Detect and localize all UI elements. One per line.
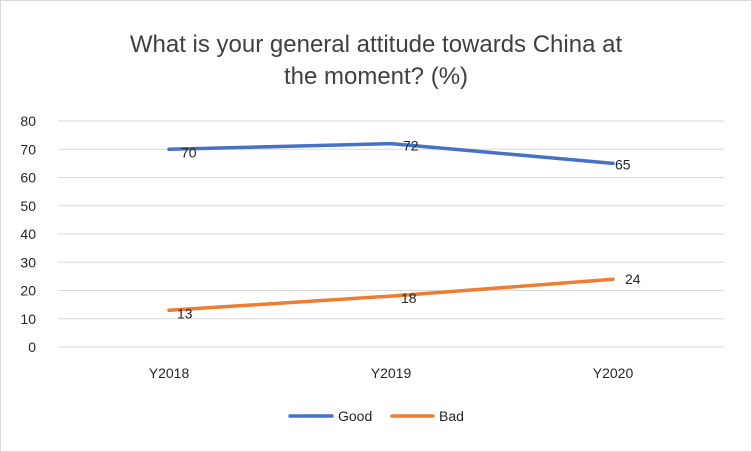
data-point-bad-1: [389, 294, 393, 298]
x-tick-label-Y2020: Y2020: [593, 365, 634, 381]
y-axis-ticks: 0 10 20 30 40 50 60 70 80: [20, 113, 36, 355]
data-label-bad-2: 24: [625, 271, 641, 287]
chart-title-line-1: What is your general attitude towards Ch…: [130, 31, 623, 58]
y-tick-label-80: 80: [20, 113, 36, 129]
data-label-good-0: 70: [181, 144, 197, 160]
data-point-bad-2: [611, 277, 615, 281]
data-point-good-1: [389, 142, 393, 146]
x-axis-ticks: Y2018 Y2019 Y2020: [149, 365, 634, 381]
legend-label-bad: Bad: [439, 408, 464, 424]
data-label-bad-1: 18: [401, 290, 417, 306]
legend-label-good: Good: [338, 408, 372, 424]
data-label-good-1: 72: [403, 138, 419, 154]
y-tick-label-20: 20: [20, 283, 36, 299]
y-tick-label-0: 0: [28, 339, 36, 355]
y-tick-label-30: 30: [20, 254, 36, 270]
y-tick-label-70: 70: [20, 141, 36, 157]
legend: Good Bad: [288, 408, 464, 424]
series-line-good: [167, 141, 615, 166]
y-tick-label-60: 60: [20, 170, 36, 186]
data-point-good-0: [167, 147, 171, 151]
chart-title-line-2: the moment? (%): [284, 63, 468, 90]
data-point-good-2: [611, 161, 615, 165]
y-tick-label-40: 40: [20, 226, 36, 242]
data-label-bad-0: 13: [177, 305, 193, 321]
series-lines: [167, 141, 615, 313]
y-tick-label-10: 10: [20, 311, 36, 327]
x-tick-label-Y2018: Y2018: [149, 365, 190, 381]
x-tick-label-Y2019: Y2019: [371, 365, 412, 381]
chart-title: What is your general attitude towards Ch…: [130, 31, 623, 90]
data-labels: 70 72 65 13 18 24: [177, 138, 641, 322]
data-label-good-2: 65: [615, 156, 631, 172]
gridlines: [58, 120, 724, 348]
y-tick-label-50: 50: [20, 198, 36, 214]
data-point-bad-0: [167, 308, 171, 312]
